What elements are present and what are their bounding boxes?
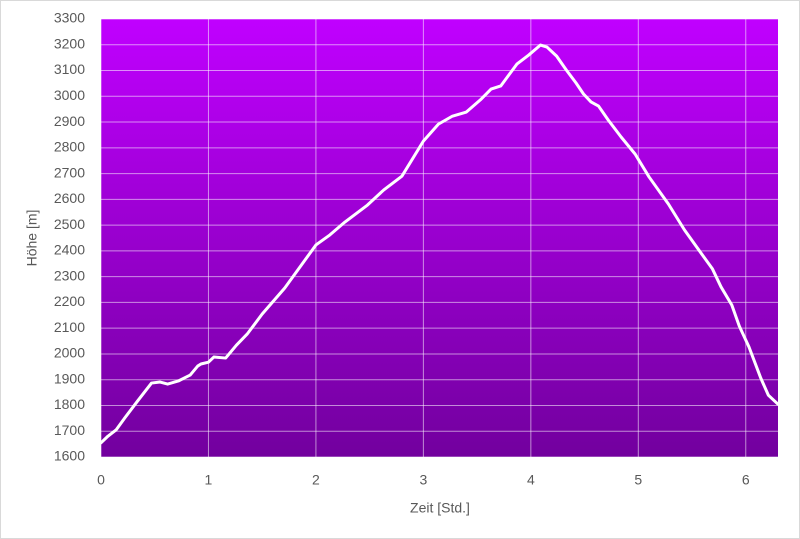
x-tick-label: 6 bbox=[742, 472, 750, 488]
y-axis-label: Höhe [m] bbox=[24, 210, 40, 267]
x-tick-label: 0 bbox=[97, 472, 105, 488]
y-tick-label: 3000 bbox=[54, 87, 85, 103]
y-tick-label: 1600 bbox=[54, 448, 85, 464]
y-tick-label: 1900 bbox=[54, 370, 85, 386]
y-tick-label: 2100 bbox=[54, 319, 85, 335]
line-series bbox=[99, 43, 780, 445]
y-tick-label: 1800 bbox=[54, 396, 85, 412]
y-tick-label: 3300 bbox=[54, 10, 85, 26]
y-tick-label: 3200 bbox=[54, 35, 85, 51]
x-axis-label: Zeit [Std.] bbox=[410, 500, 470, 516]
y-tick-label: 3100 bbox=[54, 61, 85, 77]
y-tick-label: 2600 bbox=[54, 190, 85, 206]
x-tick-label: 3 bbox=[419, 472, 427, 488]
y-tick-label: 2000 bbox=[54, 345, 85, 361]
y-tick-label: 2900 bbox=[54, 113, 85, 129]
x-tick-label: 4 bbox=[527, 472, 535, 488]
x-tick-label: 5 bbox=[634, 472, 642, 488]
y-tick-label: 2700 bbox=[54, 164, 85, 180]
y-tick-label: 1700 bbox=[54, 422, 85, 438]
y-tick-label: 2400 bbox=[54, 242, 85, 258]
y-tick-label: 2500 bbox=[54, 216, 85, 232]
y-tick-label: 2800 bbox=[54, 139, 85, 155]
plot-area bbox=[101, 19, 778, 457]
x-tick-label: 1 bbox=[205, 472, 213, 488]
y-tick-label: 2300 bbox=[54, 267, 85, 283]
y-tick-label: 2200 bbox=[54, 293, 85, 309]
x-tick-label: 2 bbox=[312, 472, 320, 488]
